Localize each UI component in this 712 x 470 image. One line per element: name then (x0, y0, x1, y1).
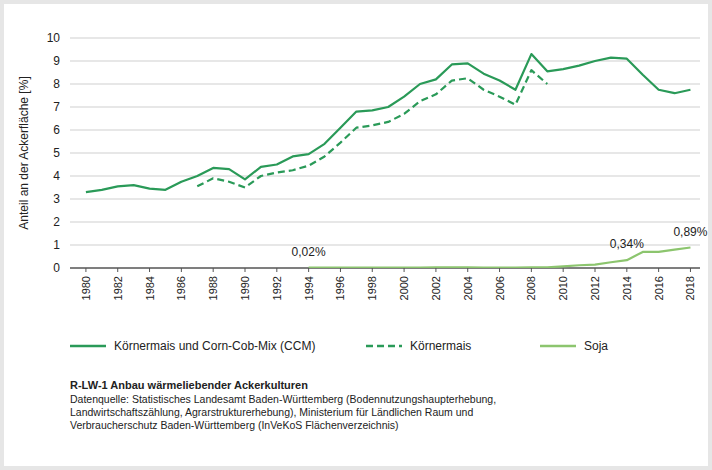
series-line (197, 70, 547, 187)
annotation: 0,34% (610, 237, 644, 251)
x-tick (690, 268, 691, 272)
y-tick-label: 0 (53, 261, 60, 275)
y-tick-label: 6 (53, 123, 60, 137)
x-tick-label: 1998 (366, 276, 378, 300)
x-tick-label: 1982 (112, 276, 124, 300)
x-tick-label: 1988 (207, 276, 219, 300)
title: R-LW-1 Anbau wärmeliebender Ackerkulture… (70, 379, 308, 391)
series-line (86, 54, 691, 192)
grid-line (70, 153, 700, 154)
x-tick-label: 2002 (430, 276, 442, 300)
y-tick-label: 7 (53, 100, 60, 114)
chart: 0 1 2 3 4 5 6 7 8 9 10 1980 1982 1984 1986 1988 1990 1992… (4, 4, 708, 466)
source-line: Landwirtschaftszählung, Agrarstrukturerh… (70, 406, 473, 418)
grid-line (70, 176, 700, 177)
x-tick (245, 268, 246, 272)
x-tick-label: 2004 (462, 276, 474, 300)
y-tick-label: 2 (53, 215, 60, 229)
x-tick (149, 268, 150, 272)
x-tick-label: 1986 (175, 276, 187, 300)
grid-line (70, 222, 700, 223)
y-tick-label: 8 (53, 77, 60, 91)
x-tick-label: 1980 (80, 276, 92, 300)
x-tick (372, 268, 373, 272)
legend-label: Körnermais und Corn-Cob-Mix (CCM) (114, 339, 315, 353)
y-tick-label: 4 (53, 169, 60, 183)
x-tick-label: 2016 (653, 276, 665, 300)
y-tick-label: 9 (53, 54, 60, 68)
legend-swatch (540, 345, 576, 348)
x-tick (435, 268, 436, 272)
annotation: 0,02% (292, 245, 326, 259)
x-tick-label: 1984 (144, 276, 156, 300)
legend-label: Körnermais (410, 339, 471, 353)
legend-label: Soja (584, 339, 608, 353)
x-tick (499, 268, 500, 272)
legend-swatch (366, 345, 402, 348)
source-line: Verbraucherschutz Baden-Württemberg (InV… (70, 419, 399, 431)
x-tick (626, 268, 627, 272)
x-tick (85, 268, 86, 272)
x-tick-label: 1990 (239, 276, 251, 300)
x-tick (276, 268, 277, 272)
x-tick-label: 1992 (271, 276, 283, 300)
x-tick (117, 268, 118, 272)
x-tick (595, 268, 596, 272)
y-axis-label: Anteil an der Ackerfläche [%] (17, 76, 31, 229)
plot-area (86, 54, 691, 267)
x-tick (467, 268, 468, 272)
x-tick (213, 268, 214, 272)
legend-swatch (70, 345, 106, 348)
x-tick (181, 268, 182, 272)
grid-line (70, 84, 700, 85)
x-tick-label: 2010 (557, 276, 569, 300)
x-tick-label: 1996 (334, 276, 346, 300)
x-tick (308, 268, 309, 272)
x-tick (340, 268, 341, 272)
x-tick (658, 268, 659, 272)
x-tick-label: 1994 (303, 276, 315, 300)
y-tick-label: 1 (53, 238, 60, 252)
x-tick-label: 2000 (398, 276, 410, 300)
x-tick-label: 2018 (684, 276, 696, 300)
y-tick-label: 3 (53, 192, 60, 206)
x-tick-label: 2014 (621, 276, 633, 300)
grid-line (70, 38, 700, 39)
grid-line (70, 199, 700, 200)
x-tick (563, 268, 564, 272)
x-tick-label: 2008 (525, 276, 537, 300)
chart-panel: 0 1 2 3 4 5 6 7 8 9 10 1980 1982 1984 1986 1988 1990 1992… (4, 4, 708, 466)
source-line: Datenquelle: Statistisches Landesamt Bad… (70, 393, 496, 405)
x-tick-label: 2006 (494, 276, 506, 300)
y-tick-label: 10 (47, 31, 61, 45)
x-tick (404, 268, 405, 272)
grid-line (70, 130, 700, 131)
annotation: 0,89% (673, 225, 707, 239)
x-tick-label: 2012 (589, 276, 601, 300)
x-tick (531, 268, 532, 272)
grid-line (70, 61, 700, 62)
grid-line (70, 245, 700, 246)
y-tick-label: 5 (53, 146, 60, 160)
